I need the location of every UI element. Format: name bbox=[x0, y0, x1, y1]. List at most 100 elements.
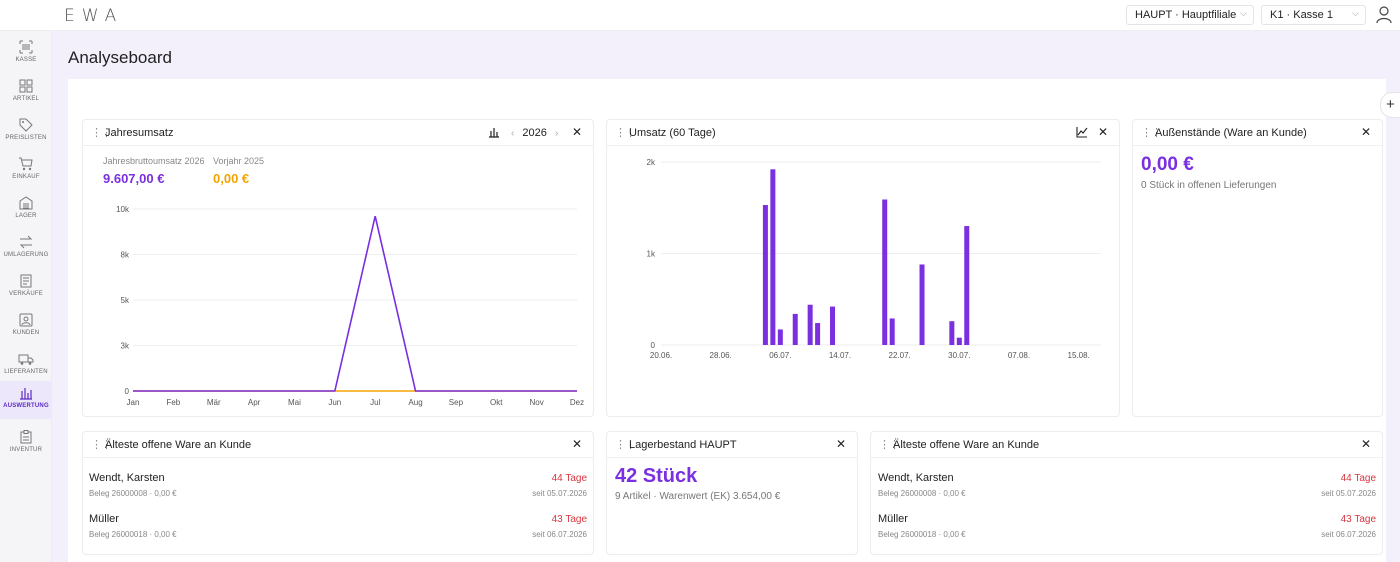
outstanding-subtitle: 0 Stück in offenen Lieferungen bbox=[1141, 180, 1277, 191]
customer-icon bbox=[19, 313, 33, 327]
open-since: seit 06.07.2026 bbox=[1321, 530, 1376, 539]
card-title: Älteste offene Ware an Kunde bbox=[893, 439, 1040, 451]
sidebar-item-lieferanten[interactable]: LIEFERANTEN bbox=[0, 347, 52, 383]
series-line bbox=[133, 215, 577, 392]
receipt-icon bbox=[20, 274, 32, 288]
bar bbox=[956, 337, 962, 345]
drag-handle-icon[interactable]: ⋮⋮ bbox=[615, 439, 636, 451]
transfer-icon bbox=[19, 235, 33, 249]
x-tick-label: 28.06. bbox=[710, 351, 732, 360]
days-open: 43 Tage bbox=[551, 514, 587, 525]
app-logo[interactable]: EWA bbox=[64, 6, 124, 26]
previous-year-value: 0,00 € bbox=[213, 171, 250, 186]
x-tick-label: Apr bbox=[248, 398, 261, 407]
x-tick-label: 06.07. bbox=[769, 351, 791, 360]
days-open: 44 Tage bbox=[1340, 473, 1376, 484]
register-select[interactable]: K1 · Kasse 1 ⌵ bbox=[1261, 5, 1366, 25]
bar bbox=[792, 313, 798, 345]
close-icon[interactable]: ✕ bbox=[1361, 125, 1372, 139]
bar bbox=[770, 169, 776, 345]
card-title: Außenstände (Ware an Kunde) bbox=[1155, 127, 1307, 139]
branch-select-value: HAUPT · Hauptfiliale bbox=[1135, 9, 1237, 21]
close-icon[interactable]: ✕ bbox=[836, 437, 847, 451]
x-tick-label: Aug bbox=[408, 398, 422, 407]
days-open: 44 Tage bbox=[551, 473, 587, 484]
card-header: ⋮⋮ Älteste offene Ware an Kunde ✕ bbox=[83, 432, 593, 458]
clipboard-icon bbox=[20, 430, 32, 444]
chevron-right-icon[interactable]: › bbox=[554, 128, 559, 139]
x-tick-label: 20.06. bbox=[650, 351, 672, 360]
sidebar-item-umlagerung[interactable]: UMLAGERUNG bbox=[0, 230, 52, 266]
sidebar-item-label: PREISLISTEN bbox=[5, 135, 47, 141]
receipt-meta: Beleg 26000008 · 0,00 € bbox=[878, 489, 966, 498]
oldest-open-goods-card: ⋮⋮ Älteste offene Ware an Kunde ✕ Wendt,… bbox=[82, 431, 594, 555]
chevron-down-icon: ⌵ bbox=[1240, 8, 1247, 18]
stock-card: ⋮⋮ Lagerbestand HAUPT ✕ 42 Stück 9 Artik… bbox=[606, 431, 858, 555]
x-tick-label: 15.08. bbox=[1068, 351, 1090, 360]
bar bbox=[882, 199, 888, 345]
x-tick-label: Jul bbox=[370, 398, 380, 407]
sidebar-item-label: AUSWERTUNG bbox=[3, 403, 49, 409]
bar-chart-icon bbox=[20, 388, 32, 400]
close-icon[interactable]: ✕ bbox=[572, 125, 583, 139]
sidebar: KASSE ARTIKEL PREISLISTEN EINKAUF LAGER … bbox=[0, 31, 52, 562]
page-title: Analyseboard bbox=[68, 48, 172, 67]
drag-handle-icon[interactable]: ⋮⋮ bbox=[615, 127, 636, 139]
drag-handle-icon[interactable]: ⋮⋮ bbox=[91, 127, 112, 139]
bar bbox=[762, 205, 768, 345]
card-title: Älteste offene Ware an Kunde bbox=[105, 439, 252, 451]
card-header: ⋮⋮ Lagerbestand HAUPT ✕ bbox=[607, 432, 857, 458]
drag-handle-icon[interactable]: ⋮⋮ bbox=[1141, 127, 1162, 139]
x-tick-label: Okt bbox=[490, 398, 503, 407]
card-header: ⋮⋮ Jahresumsatz ‹ 2026 › ✕ bbox=[83, 120, 593, 146]
sidebar-item-artikel[interactable]: ARTIKEL bbox=[0, 74, 52, 110]
open-since: seit 05.07.2026 bbox=[532, 489, 587, 498]
add-widget-button[interactable]: + bbox=[1380, 92, 1400, 118]
register-select-value: K1 · Kasse 1 bbox=[1270, 9, 1333, 21]
drag-handle-icon[interactable]: ⋮⋮ bbox=[91, 439, 112, 451]
sidebar-item-lager[interactable]: LAGER bbox=[0, 191, 52, 227]
sidebar-item-label: KUNDEN bbox=[12, 330, 40, 336]
sidebar-item-inventur[interactable]: INVENTUR bbox=[0, 425, 52, 461]
chevron-down-icon: ⌵ bbox=[1352, 8, 1359, 18]
bar-chart-toggle-icon[interactable] bbox=[488, 126, 500, 138]
customer-name: Müller bbox=[878, 513, 908, 525]
line-chart-toggle-icon[interactable] bbox=[1076, 126, 1088, 138]
sidebar-item-label: KASSE bbox=[15, 57, 37, 63]
card-title: Umsatz (60 Tage) bbox=[629, 127, 716, 139]
bar bbox=[807, 304, 813, 345]
sidebar-item-kasse[interactable]: KASSE bbox=[0, 35, 52, 71]
days-open: 43 Tage bbox=[1340, 514, 1376, 525]
drag-handle-icon[interactable]: ⋮⋮ bbox=[879, 439, 900, 451]
sidebar-item-preislisten[interactable]: PREISLISTEN bbox=[0, 113, 52, 149]
x-tick-label: Nov bbox=[530, 398, 544, 407]
bar bbox=[815, 323, 821, 345]
sidebar-item-einkauf[interactable]: EINKAUF bbox=[0, 152, 52, 188]
x-tick-label: Sep bbox=[449, 398, 464, 407]
warehouse-icon bbox=[19, 196, 33, 210]
card-header: ⋮⋮ Umsatz (60 Tage) ✕ bbox=[607, 120, 1119, 146]
branch-select[interactable]: HAUPT · Hauptfiliale ⌵ bbox=[1126, 5, 1254, 25]
close-icon[interactable]: ✕ bbox=[1098, 125, 1109, 139]
x-tick-label: Dez bbox=[570, 398, 584, 407]
sidebar-item-auswertung[interactable]: AUSWERTUNG bbox=[0, 381, 52, 419]
y-tick-label: 10k bbox=[116, 205, 130, 214]
sidebar-item-verkaeufe[interactable]: VERKÄUFE bbox=[0, 269, 52, 305]
x-tick-label: Jan bbox=[127, 398, 140, 407]
sidebar-item-label: INVENTUR bbox=[9, 447, 43, 453]
sidebar-item-kunden[interactable]: KUNDEN bbox=[0, 308, 52, 344]
y-tick-label: 3k bbox=[121, 342, 130, 351]
user-icon[interactable] bbox=[1376, 6, 1392, 24]
close-icon[interactable]: ✕ bbox=[1361, 437, 1372, 451]
chevron-left-icon[interactable]: ‹ bbox=[511, 128, 515, 139]
card-header: ⋮⋮ Außenstände (Ware an Kunde) ✕ bbox=[1133, 120, 1382, 146]
close-icon[interactable]: ✕ bbox=[572, 437, 583, 451]
y-tick-label: 5k bbox=[121, 296, 130, 305]
card-header: ⋮⋮ Älteste offene Ware an Kunde ✕ bbox=[871, 432, 1382, 458]
receipt-meta: Beleg 26000018 · 0,00 € bbox=[89, 530, 177, 539]
current-year-label: Jahresbruttoumsatz 2026 bbox=[103, 156, 205, 166]
y-tick-label: 0 bbox=[125, 387, 130, 396]
y-tick-label: 2k bbox=[647, 158, 656, 167]
plus-icon: + bbox=[1386, 96, 1395, 113]
customer-name: Müller bbox=[89, 513, 119, 525]
